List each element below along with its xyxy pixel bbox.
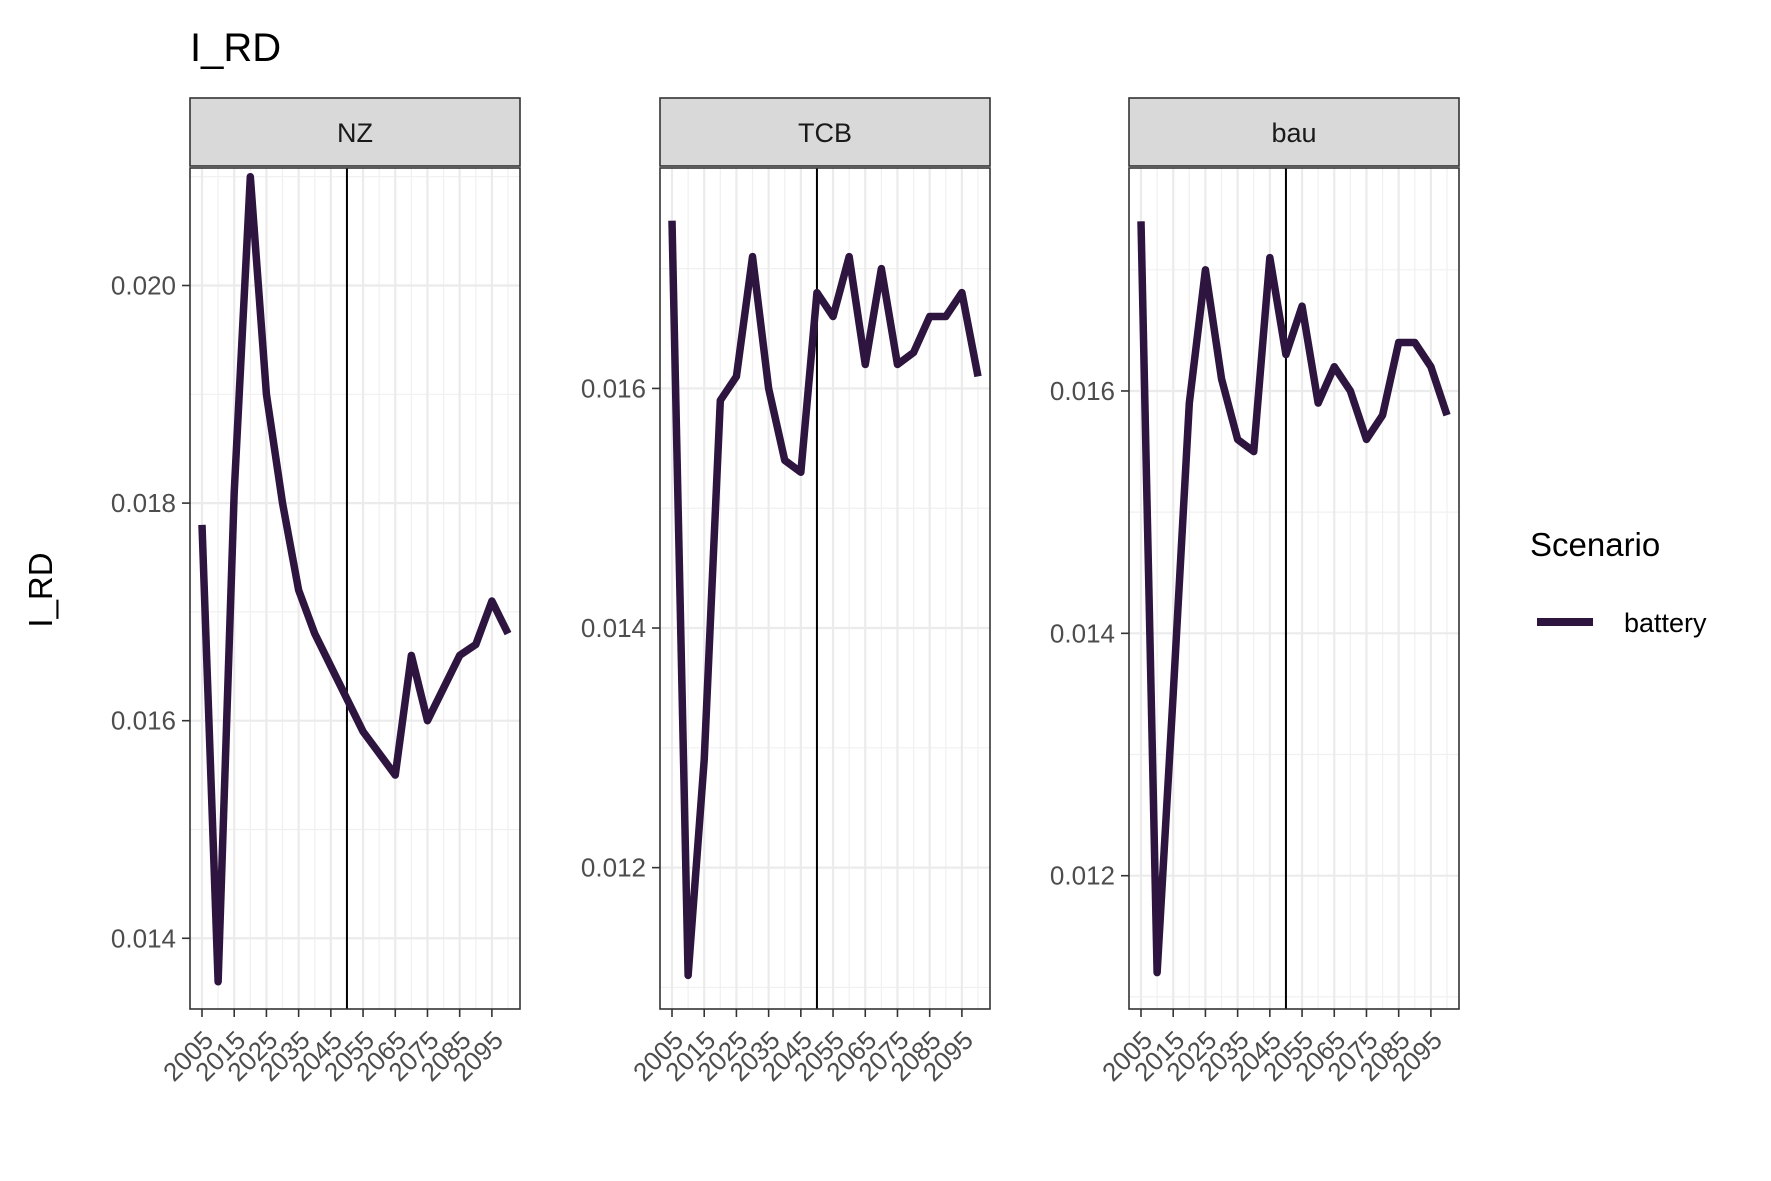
y-axis-label: I_RD — [22, 552, 59, 627]
facet-strip — [659, 97, 991, 167]
series-line-battery — [198, 172, 512, 986]
y-tick-label: 0.014 — [581, 613, 646, 643]
y-tick-label: 0.012 — [581, 853, 646, 883]
y-tick-label: 0.016 — [581, 373, 646, 403]
plot-area — [190, 168, 520, 1009]
plot-area — [1129, 168, 1459, 1009]
facet-strip — [1128, 97, 1460, 167]
series-line-battery — [668, 220, 982, 980]
legend-title: Scenario — [1530, 526, 1660, 563]
y-tick-label: 0.014 — [1050, 618, 1115, 648]
series-line-battery — [1137, 221, 1451, 977]
y-tick-label: 0.016 — [1050, 376, 1115, 406]
panel-border — [1128, 167, 1460, 1010]
facet-strip — [189, 97, 521, 167]
facet-strip-label: NZ — [337, 118, 373, 148]
facet-strip-label: bau — [1271, 118, 1316, 148]
panel-TCB: TCB0.0120.0140.0162005201520252035204520… — [581, 97, 991, 1087]
y-tick-label: 0.018 — [111, 488, 176, 518]
y-tick-label: 0.014 — [111, 923, 176, 953]
facet-panels: NZ0.0140.0160.0180.020200520152025203520… — [111, 97, 1460, 1087]
y-tick-label: 0.016 — [111, 706, 176, 736]
facet-strip-label: TCB — [798, 118, 852, 148]
y-tick-label: 0.012 — [1050, 861, 1115, 891]
panel-border — [659, 167, 991, 1010]
legend: Scenario battery — [1530, 526, 1707, 638]
panel-bau: bau0.0120.0140.0162005201520252035204520… — [1050, 97, 1460, 1087]
legend-label-battery: battery — [1624, 608, 1707, 638]
chart-title: I_RD — [190, 26, 281, 70]
panel-NZ: NZ0.0140.0160.0180.020200520152025203520… — [111, 97, 521, 1087]
y-tick-label: 0.020 — [111, 271, 176, 301]
panel-border — [189, 167, 521, 1010]
